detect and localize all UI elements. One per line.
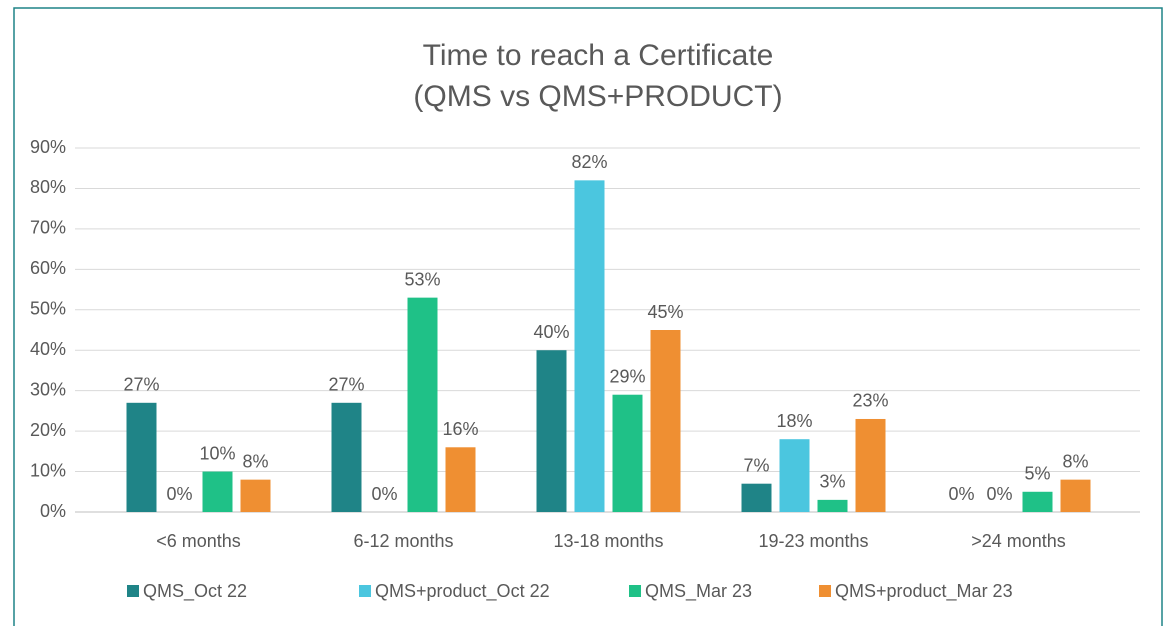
legend-label: QMS+product_Oct 22 — [375, 581, 550, 602]
data-label: 29% — [609, 366, 645, 386]
legend-label: QMS_Mar 23 — [645, 581, 752, 602]
data-label: 3% — [819, 472, 845, 492]
data-label: 82% — [571, 152, 607, 172]
bar — [331, 402, 362, 512]
bar — [126, 402, 157, 512]
data-label: 8% — [242, 451, 268, 471]
bar — [407, 297, 438, 512]
data-label: 40% — [533, 322, 569, 342]
bar — [240, 479, 271, 512]
data-label: 8% — [1062, 451, 1088, 471]
y-tick-label: 0% — [40, 501, 66, 521]
bar — [779, 439, 810, 512]
y-tick-label: 50% — [30, 299, 66, 319]
data-label: 5% — [1024, 464, 1050, 484]
y-tick-label: 70% — [30, 218, 66, 238]
x-tick-label: <6 months — [156, 531, 241, 551]
bar — [202, 471, 233, 512]
bar — [445, 447, 476, 512]
legend-label: QMS+product_Mar 23 — [835, 581, 1013, 602]
x-tick-label: 19-23 months — [758, 531, 868, 551]
legend-swatch — [629, 585, 641, 597]
x-tick-label: >24 months — [971, 531, 1066, 551]
y-tick-label: 20% — [30, 420, 66, 440]
bar — [817, 499, 848, 512]
x-tick-label: 6-12 months — [353, 531, 453, 551]
chart-title: (QMS vs QMS+PRODUCT) — [413, 80, 782, 113]
y-tick-label: 90% — [30, 137, 66, 157]
data-label: 0% — [371, 484, 397, 504]
data-label: 45% — [647, 302, 683, 322]
bar — [1060, 479, 1091, 512]
data-label: 27% — [328, 375, 364, 395]
y-tick-label: 60% — [30, 258, 66, 278]
data-label: 27% — [123, 375, 159, 395]
data-label: 0% — [948, 484, 974, 504]
legend-swatch — [359, 585, 371, 597]
y-tick-label: 10% — [30, 460, 66, 480]
data-label: 7% — [743, 455, 769, 475]
y-tick-label: 30% — [30, 379, 66, 399]
data-label: 10% — [199, 443, 235, 463]
bar — [650, 330, 681, 512]
chart-title: Time to reach a Certificate — [423, 39, 774, 72]
data-label: 18% — [776, 411, 812, 431]
data-label: 0% — [986, 484, 1012, 504]
bar — [741, 483, 772, 512]
y-tick-label: 40% — [30, 339, 66, 359]
legend-swatch — [127, 585, 139, 597]
data-label: 23% — [852, 391, 888, 411]
data-label: 16% — [442, 419, 478, 439]
legend-label: QMS_Oct 22 — [143, 581, 247, 602]
legend-swatch — [819, 585, 831, 597]
x-tick-label: 13-18 months — [553, 531, 663, 551]
bar — [612, 394, 643, 512]
bar — [536, 350, 567, 512]
bar — [1022, 491, 1053, 512]
data-label: 0% — [166, 484, 192, 504]
bar — [855, 418, 886, 512]
bar — [574, 180, 605, 512]
data-label: 53% — [404, 269, 440, 289]
y-tick-label: 80% — [30, 177, 66, 197]
